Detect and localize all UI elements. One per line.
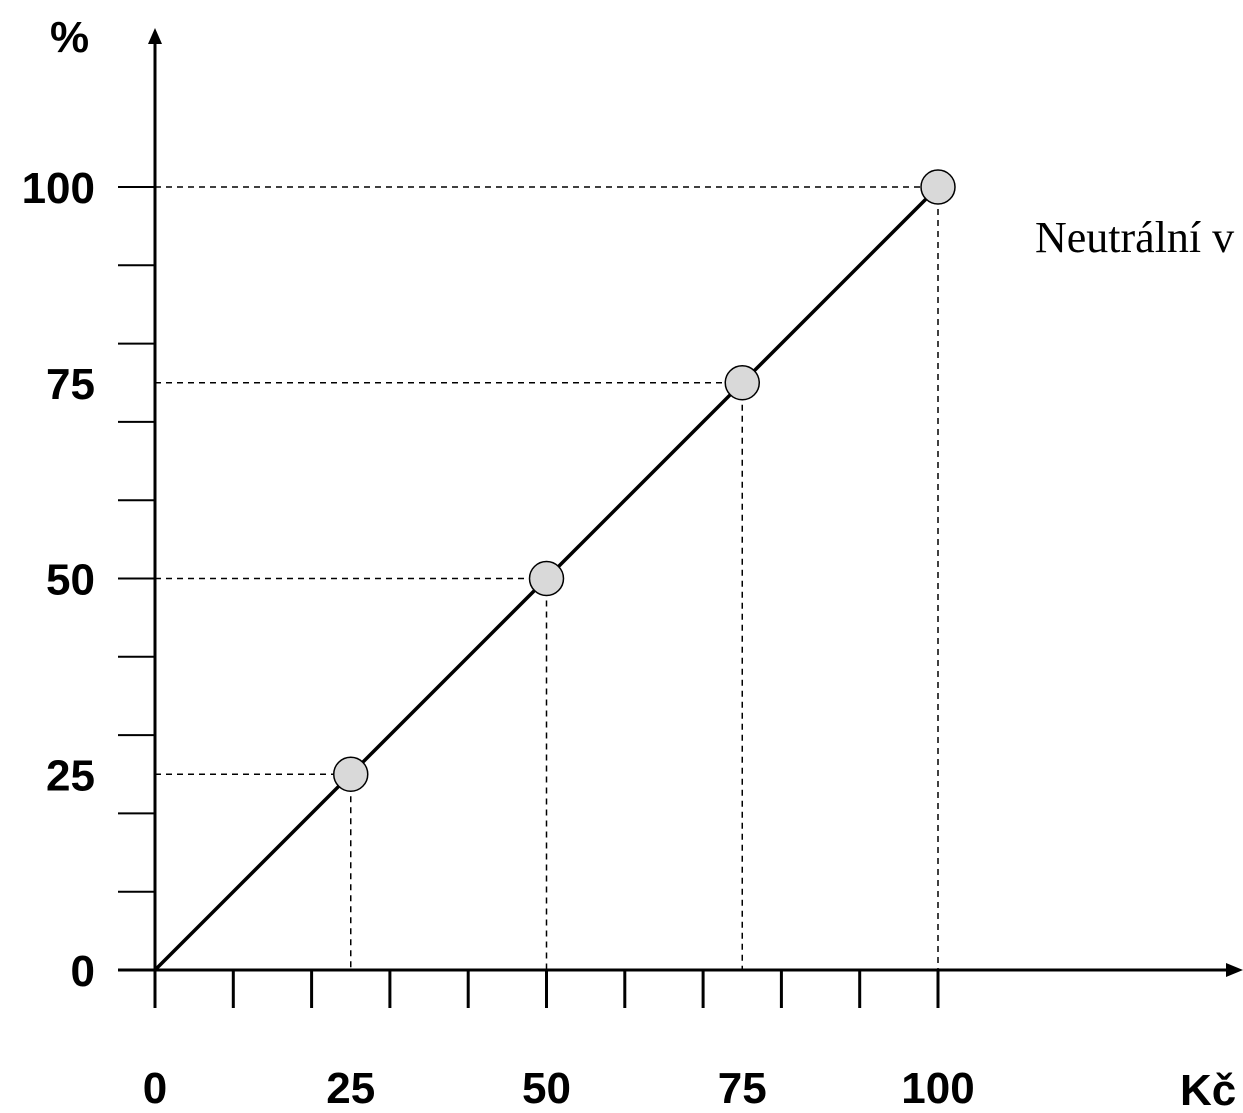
x-tick-label: 50 — [522, 1064, 571, 1113]
axes — [118, 28, 1243, 1008]
chart-annotation: Neutrální v — [1035, 213, 1234, 262]
x-axis-arrow — [1226, 963, 1243, 977]
x-tick-label: 0 — [143, 1064, 167, 1113]
x-tick-label: 25 — [326, 1064, 375, 1113]
data-point — [920, 169, 956, 205]
y-axis-arrow — [148, 28, 162, 44]
data-point — [333, 756, 369, 792]
y-tick-label: 25 — [46, 751, 95, 800]
guide-lines — [155, 186, 939, 970]
y-tick-label: 75 — [46, 360, 95, 409]
markers — [333, 169, 956, 792]
x-tick-label: 100 — [901, 1064, 974, 1113]
data-point — [528, 560, 565, 597]
x-axis-title: Kč — [1180, 1066, 1236, 1113]
y-tick-label: 100 — [22, 164, 95, 213]
y-tick-label: 50 — [46, 556, 95, 605]
y-tick-label: 0 — [71, 947, 95, 996]
x-tick-label: 75 — [718, 1064, 767, 1113]
y-axis-title: % — [50, 13, 89, 62]
labels: 0 25 50 75 100 0 25 50 75 100 — [22, 164, 975, 1113]
data-point — [724, 365, 760, 401]
